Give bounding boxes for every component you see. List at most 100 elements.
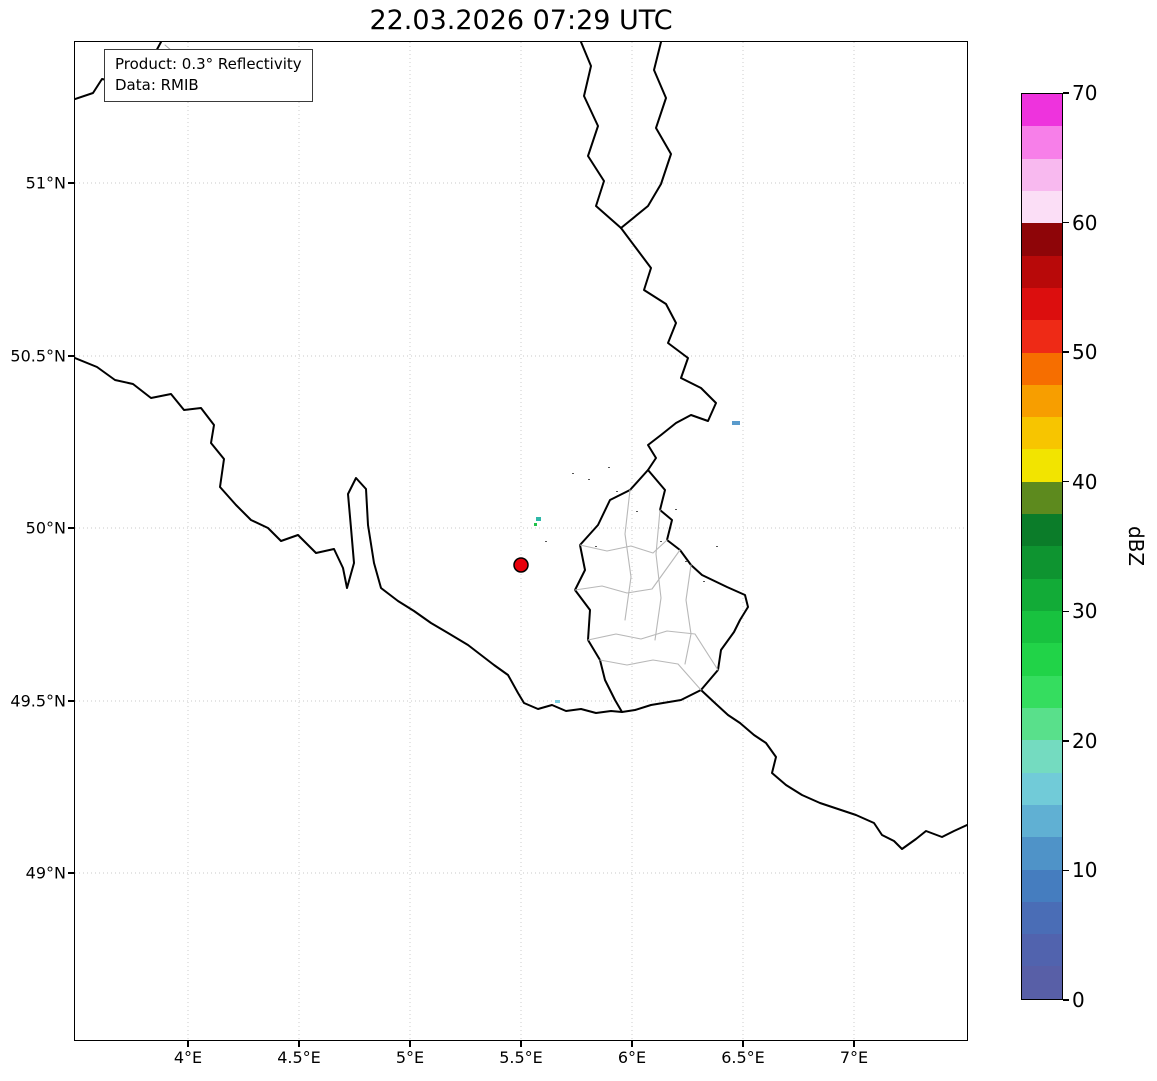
colorbar-tick-label: 40: [1072, 469, 1098, 494]
x-tick-label: 4.5°E: [277, 1048, 321, 1067]
colorbar-band: [1022, 837, 1062, 870]
colorbar-band: [1022, 934, 1062, 967]
y-tickmark: [68, 182, 74, 184]
radar-echo: [555, 700, 560, 703]
colorbar-tick-label: 60: [1072, 210, 1098, 235]
colorbar-band: [1022, 966, 1062, 999]
x-tick-label: 5.5°E: [499, 1048, 543, 1067]
x-tickmark: [631, 1040, 633, 1047]
colorbar-tickmark: [1063, 481, 1069, 483]
x-tick-label: 6.5°E: [721, 1048, 765, 1067]
border-france-belgium: [75, 357, 623, 714]
colorbar-tickmark: [1063, 92, 1069, 94]
district-line-2: [574, 549, 681, 594]
colorbar-tickmark: [1063, 221, 1069, 224]
radar-echo: [534, 523, 537, 526]
colorbar-tickmark: [1063, 351, 1069, 353]
radar-echo: [703, 581, 705, 582]
colorbar-band: [1022, 384, 1062, 418]
district-line-5: [624, 489, 632, 621]
border-france-germany: [700, 689, 967, 850]
colorbar-band: [1022, 675, 1062, 708]
colorbar-tickmark: [1063, 999, 1069, 1001]
colorbar-band: [1022, 578, 1062, 611]
y-tickmark: [68, 527, 74, 529]
district-line-1: [579, 539, 668, 554]
info-box: Product: 0.3° Reflectivity Data: RMIB: [104, 49, 313, 102]
colorbar-band: [1022, 158, 1062, 191]
colorbar-band: [1022, 869, 1062, 902]
x-tick-label: 4°E: [173, 1048, 203, 1067]
district-line-6: [654, 509, 662, 641]
map-frame: [74, 41, 968, 1041]
colorbar-band: [1022, 94, 1062, 127]
info-data-line: Data: RMIB: [115, 76, 199, 95]
district-line-3: [587, 630, 719, 671]
colorbar-band: [1022, 190, 1062, 224]
colorbar: [1021, 93, 1063, 1000]
colorbar-band: [1022, 255, 1062, 288]
radar-echo: [716, 546, 718, 547]
x-tickmark: [853, 1040, 855, 1047]
district-line-4: [599, 659, 702, 691]
radar-echo: [545, 541, 547, 542]
radar-site-marker: [513, 557, 529, 573]
radar-echo: [595, 546, 597, 547]
colorbar-tick-label: 30: [1072, 599, 1098, 624]
x-tickmark: [187, 1040, 189, 1047]
colorbar-axis-label: dBZ: [1124, 525, 1148, 567]
colorbar-band: [1022, 223, 1062, 256]
colorbar-band: [1022, 901, 1062, 935]
x-tickmark: [742, 1040, 744, 1047]
y-tick-label: 49°N: [25, 863, 66, 883]
radar-echo: [572, 473, 574, 474]
radar-echo: [660, 541, 662, 542]
colorbar-band: [1022, 546, 1062, 579]
colorbar-tick-label: 50: [1072, 340, 1098, 365]
y-tickmark: [68, 700, 74, 702]
radar-echo: [608, 467, 610, 468]
colorbar-band: [1022, 740, 1062, 773]
colorbar-tick-label: 0: [1072, 988, 1085, 1012]
map-canvas: [75, 42, 967, 1040]
y-tick-label: 50.5°N: [10, 346, 66, 366]
colorbar-tickmark: [1063, 610, 1069, 612]
colorbar-tick-label: 20: [1072, 728, 1098, 753]
border-luxembourg: [574, 469, 749, 713]
colorbar-band: [1022, 481, 1062, 515]
radar-echo: [636, 511, 638, 512]
y-tick-label: 51°N: [25, 173, 66, 193]
border-north-west-branch: [580, 42, 622, 229]
x-tickmark: [298, 1040, 300, 1047]
x-tick-label: 6°E: [617, 1048, 647, 1067]
radar-echo: [616, 491, 618, 492]
x-tick-label: 5°E: [395, 1048, 425, 1067]
colorbar-band: [1022, 804, 1062, 838]
radar-echo: [588, 479, 590, 480]
x-tickmark: [409, 1040, 411, 1047]
radar-echo: [685, 561, 687, 562]
x-tickmark: [520, 1040, 522, 1047]
plot-title: 22.03.2026 07:29 UTC: [369, 5, 673, 36]
colorbar-band: [1022, 126, 1062, 159]
border-belgium-germany: [620, 227, 717, 471]
colorbar-tickmark: [1063, 740, 1069, 742]
info-product-line: Product: 0.3° Reflectivity: [115, 55, 302, 73]
colorbar-band: [1022, 417, 1062, 450]
colorbar-band: [1022, 772, 1062, 805]
colorbar-band: [1022, 320, 1062, 353]
district-line-7: [684, 564, 692, 665]
border-north-east-branch: [620, 42, 672, 229]
colorbar-tick-label: 10: [1072, 858, 1098, 883]
colorbar-band: [1022, 352, 1062, 385]
radar-echo: [732, 421, 740, 425]
radar-echo: [536, 517, 541, 521]
colorbar-band: [1022, 643, 1062, 676]
y-tick-label: 50°N: [25, 518, 66, 538]
radar-echo: [675, 509, 677, 510]
colorbar-band: [1022, 514, 1062, 547]
colorbar-band: [1022, 707, 1062, 741]
x-tick-label: 7°E: [839, 1048, 869, 1067]
colorbar-tick-label: 70: [1072, 81, 1098, 105]
colorbar-band: [1022, 449, 1062, 482]
